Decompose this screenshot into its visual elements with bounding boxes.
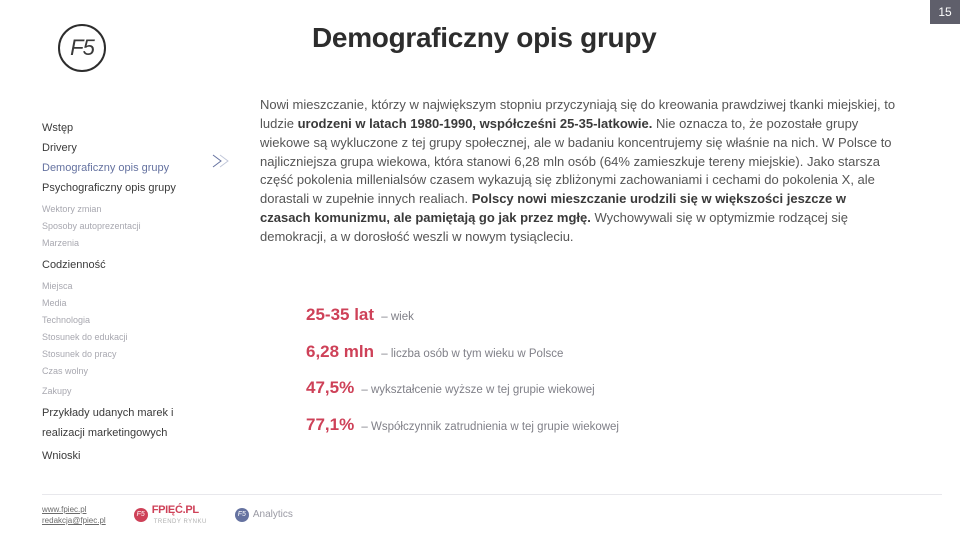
nav-item[interactable]: Stosunek do edukacji [42, 331, 210, 345]
nav-item[interactable]: Wstęp [42, 120, 210, 137]
brand-circle-icon: F5 [134, 508, 148, 522]
analytics-circle-icon: F5 [235, 508, 249, 522]
footer-link-web[interactable]: www.fpiec.pl [42, 504, 106, 515]
page-title: Demograficzny opis grupy [312, 22, 656, 54]
nav-item[interactable]: Technologia [42, 314, 210, 328]
stat-value: 47,5% [306, 378, 354, 397]
brand-name: FPIĘĆ.PL [152, 504, 199, 516]
stats-block: 25-35 lat – wiek 6,28 mln – liczba osób w… [306, 300, 866, 446]
nav-item[interactable]: Przykłady udanych marek i [42, 405, 210, 422]
footer-divider [42, 494, 942, 495]
footer: www.fpiec.pl redakcja@fpiec.pl F5 FPIĘĆ.… [42, 504, 922, 526]
footer-link-email[interactable]: redakcja@fpiec.pl [42, 515, 106, 526]
nav-item[interactable]: Sposoby autoprezentacji [42, 220, 210, 234]
nav-item[interactable]: Marzenia [42, 237, 210, 251]
body-text: Nowi mieszczanie, którzy w największym s… [260, 96, 900, 247]
active-marker-icon [212, 154, 230, 168]
stat-value: 6,28 mln [306, 342, 374, 361]
nav-item[interactable]: Codzienność [42, 257, 210, 274]
nav-item[interactable]: Miejsca [42, 280, 210, 294]
analytics-label: Analytics [253, 509, 293, 520]
stat-row: 25-35 lat – wiek [306, 300, 866, 331]
nav-item[interactable]: Stosunek do pracy [42, 348, 210, 362]
stat-desc: – wiek [378, 311, 414, 323]
stat-desc: – wykształcenie wyższe w tej grupie wiek… [358, 384, 594, 396]
footer-brand: F5 FPIĘĆ.PL TRENDY RYNKU [134, 504, 207, 525]
stat-row: 77,1% – Współczynnik zatrudnienia w tej … [306, 410, 866, 441]
page-number-badge: 15 [930, 0, 960, 24]
nav-item[interactable]: Drivery [42, 140, 210, 157]
stat-row: 47,5% – wykształcenie wyższe w tej grupi… [306, 373, 866, 404]
stat-desc: – liczba osób w tym wieku w Polsce [378, 348, 563, 360]
logo-circle: F5 [58, 24, 106, 72]
nav-item[interactable]: Czas wolny [42, 365, 210, 379]
nav-item[interactable]: Demograficzny opis grupy [42, 160, 210, 177]
logo-text: F5 [70, 35, 94, 61]
brand-tagline: TRENDY RYNKU [154, 519, 207, 525]
nav-item[interactable]: Zakupy [42, 385, 210, 399]
stat-value: 25-35 lat [306, 305, 374, 324]
footer-analytics: F5 Analytics [235, 508, 293, 522]
footer-links: www.fpiec.pl redakcja@fpiec.pl [42, 504, 106, 526]
sidebar-nav: Wstęp Drivery Demograficzny opis grupy Psyc… [42, 120, 210, 468]
nav-item[interactable]: Media [42, 297, 210, 311]
slide-page: 15 F5 Demograficzny opis grupy Wstęp Driv… [0, 0, 960, 540]
nav-item[interactable]: Wnioski [42, 448, 210, 465]
stat-value: 77,1% [306, 415, 354, 434]
body-bold-1: urodzeni w latach 1980-1990, współcześni… [298, 116, 653, 131]
stat-row: 6,28 mln – liczba osób w tym wieku w Pol… [306, 337, 866, 368]
stat-desc: – Współczynnik zatrudnienia w tej grupie… [358, 421, 619, 433]
nav-item[interactable]: Wektory zmian [42, 203, 210, 217]
nav-item[interactable]: Psychograficzny opis grupy [42, 180, 210, 197]
nav-item[interactable]: realizacji marketingowych [42, 425, 210, 442]
